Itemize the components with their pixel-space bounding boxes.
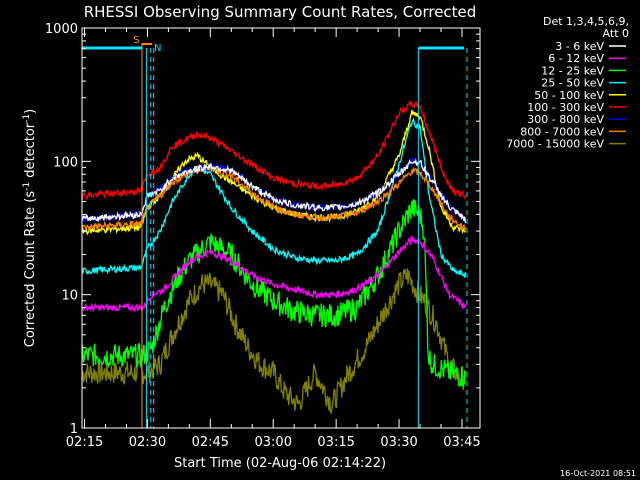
series-line-2	[81, 199, 467, 388]
legend-label-8: 7000 - 15000 keV	[506, 138, 604, 151]
x-tick-label-1: 02:30	[129, 435, 166, 450]
y-label-part-3: )	[23, 109, 38, 114]
legend-label-2: 12 - 25 keV	[541, 64, 604, 77]
legend-label-4: 50 - 100 keV	[534, 89, 604, 102]
y-label-part-2: detector	[23, 122, 38, 182]
x-axis-label: Start Time (02-Aug-06 02:14:22)	[174, 456, 386, 471]
legend-label-5: 100 - 300 keV	[527, 101, 604, 114]
y-label-sup-1: -1	[22, 182, 32, 191]
y-tick-label-3: 1000	[45, 22, 78, 37]
flag-label-s: S	[133, 35, 139, 46]
y-label-sup-2: -1	[22, 114, 32, 123]
y-axis-label: Corrected Count Rate (s-1 detector-1)	[22, 109, 38, 347]
y-label-part-1: Corrected Count Rate (s	[23, 191, 38, 348]
series-line-0	[81, 158, 467, 224]
legend-label-0: 3 - 6 keV	[555, 40, 604, 53]
y-tick-label-1: 10	[61, 289, 78, 304]
series-line-5	[81, 99, 467, 201]
series-line-8	[81, 268, 467, 415]
legend-label-3: 25 - 50 keV	[541, 77, 604, 90]
legend-label-1: 6 - 12 keV	[548, 52, 604, 65]
flag-markers: SN	[82, 35, 468, 428]
x-tick-label-0: 02:15	[66, 435, 103, 450]
timestamp: 16-Oct-2021 08:51	[560, 469, 636, 478]
x-tick-label-2: 02:45	[192, 435, 229, 450]
x-tick-label-6: 03:45	[443, 435, 480, 450]
plot-frame	[81, 27, 481, 429]
x-tick-label-3: 03:00	[255, 435, 292, 450]
legend-label-6: 300 - 800 keV	[527, 113, 604, 126]
chart-title: RHESSI Observing Summary Count Rates, Co…	[84, 3, 477, 21]
y-axis: 1 10 100 1000	[45, 22, 480, 437]
series-line-1	[81, 235, 467, 313]
plot-area	[81, 99, 467, 415]
x-tick-label-5: 03:30	[380, 435, 417, 450]
x-axis: 02:15 02:30 02:45 03:00 03:15 03:30 03:45	[66, 28, 481, 450]
legend-header-2: Att 0	[603, 27, 629, 40]
flag-label-n: N	[154, 43, 161, 54]
y-tick-label-2: 100	[53, 155, 78, 170]
legend-label-7: 800 - 7000 keV	[520, 125, 604, 138]
x-tick-label-4: 03:15	[317, 435, 354, 450]
legend-header-1: Det 1,3,4,5,6,9,	[543, 15, 629, 28]
y-tick-label-0: 1	[70, 422, 78, 437]
series-line-7	[81, 163, 467, 232]
series-line-3	[81, 117, 467, 278]
